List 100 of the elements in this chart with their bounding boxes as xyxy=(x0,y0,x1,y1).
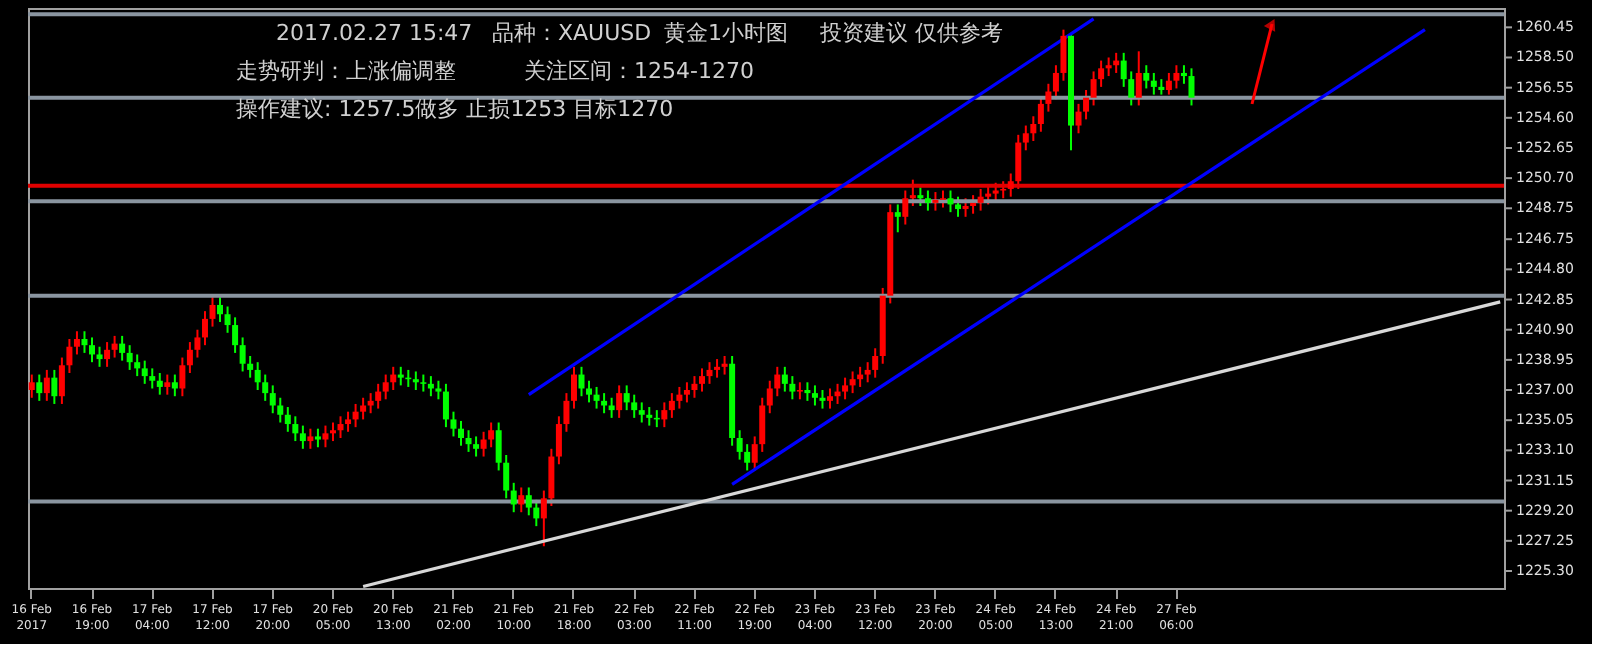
candlestick xyxy=(661,401,668,429)
candlestick xyxy=(104,341,111,368)
candlestick xyxy=(842,376,849,401)
candlestick xyxy=(345,410,352,433)
candlestick xyxy=(307,427,314,450)
candlestick xyxy=(465,429,472,453)
candlestick xyxy=(111,334,118,359)
candlestick xyxy=(43,368,50,402)
candlestick xyxy=(119,334,126,362)
candlestick xyxy=(616,384,623,419)
candlestick xyxy=(329,421,336,443)
candlestick xyxy=(985,184,992,206)
candlestick xyxy=(902,189,909,226)
candlestick xyxy=(442,382,449,429)
candlestick xyxy=(458,419,465,447)
candlestick xyxy=(623,384,630,412)
candlestick xyxy=(518,486,525,514)
candlestick xyxy=(683,381,690,404)
candlestick xyxy=(134,353,141,378)
candlestick xyxy=(96,345,103,368)
candlestick xyxy=(917,186,924,207)
candlestick xyxy=(473,435,480,458)
candlestick xyxy=(593,385,600,410)
candlestick xyxy=(352,402,359,429)
annotation: 品种：XAUUSD xyxy=(492,20,652,46)
candlestick xyxy=(932,191,939,212)
candlestick xyxy=(360,396,367,421)
candlestick xyxy=(81,330,88,354)
candlestick xyxy=(201,310,208,347)
candlestick xyxy=(435,379,442,401)
candlestick xyxy=(217,296,224,323)
candlestick xyxy=(706,361,713,385)
candlestick xyxy=(149,367,156,390)
candlestick xyxy=(164,373,171,396)
candlestick xyxy=(631,393,638,419)
candlestick xyxy=(1188,67,1195,107)
candlestick xyxy=(721,355,728,376)
candlestick xyxy=(73,330,80,356)
candlestick xyxy=(849,370,856,395)
candlestick xyxy=(698,367,705,393)
candlestick xyxy=(284,406,291,433)
candlestick xyxy=(578,365,585,398)
candlestick xyxy=(89,336,96,364)
candlestick xyxy=(646,406,653,427)
candlestick xyxy=(894,203,901,234)
candlestick xyxy=(36,373,43,402)
candlestick xyxy=(322,424,329,449)
candlestick xyxy=(141,359,148,385)
candlestick xyxy=(1135,50,1142,107)
candlestick xyxy=(28,373,35,399)
candlestick xyxy=(570,365,577,410)
candlestick xyxy=(668,392,675,419)
candlestick xyxy=(811,384,818,407)
candlestick xyxy=(970,194,977,215)
candlestick xyxy=(299,424,306,450)
candlestick xyxy=(292,415,299,443)
annotation: 2017.02.27 15:47 xyxy=(276,20,473,46)
candlestick xyxy=(269,384,276,415)
candlestick xyxy=(488,421,495,449)
candlestick xyxy=(608,396,615,419)
candlestick xyxy=(382,373,389,401)
candlestick xyxy=(1173,64,1180,90)
candlestick xyxy=(955,195,962,218)
candlestick xyxy=(375,382,382,410)
candlestick xyxy=(510,481,517,514)
candlestick xyxy=(676,385,683,410)
candlestick xyxy=(924,189,931,212)
candlestick xyxy=(1015,133,1022,190)
candlestick xyxy=(638,401,645,424)
candlestick xyxy=(1150,71,1157,96)
candlestick xyxy=(126,344,133,371)
candlestick xyxy=(1105,56,1112,78)
candlestick xyxy=(239,336,246,373)
annotation: 投资建议 仅供参考 xyxy=(818,20,1003,46)
candlestick xyxy=(179,356,186,398)
candlestick xyxy=(1165,71,1172,96)
candlestick xyxy=(1022,124,1029,152)
candlestick xyxy=(992,181,999,203)
candlestick xyxy=(209,296,216,328)
candlestick xyxy=(977,187,984,212)
candlestick xyxy=(962,197,969,218)
candlestick xyxy=(947,189,954,214)
candlestick xyxy=(397,365,404,387)
annotation: 操作建议: 1257.5做多 止损1253 目标1270 xyxy=(236,96,674,122)
candlestick xyxy=(1143,64,1150,90)
candlestick xyxy=(51,368,58,405)
candlestick xyxy=(337,415,344,439)
candlestick xyxy=(171,373,178,398)
annotation: 黄金1小时图 xyxy=(664,20,788,46)
candlestick xyxy=(691,375,698,399)
candlestick xyxy=(156,372,163,396)
candlestick xyxy=(714,358,721,379)
candlestick xyxy=(1030,115,1037,143)
candlestick xyxy=(314,427,321,449)
annotation: 走势研判：上涨偏调整 xyxy=(236,58,456,84)
candlestick xyxy=(480,430,487,458)
candlestick xyxy=(909,178,916,207)
candlestick xyxy=(819,389,826,410)
annotation: 关注区间：1254-1270 xyxy=(524,58,754,84)
candlestick xyxy=(390,365,397,392)
